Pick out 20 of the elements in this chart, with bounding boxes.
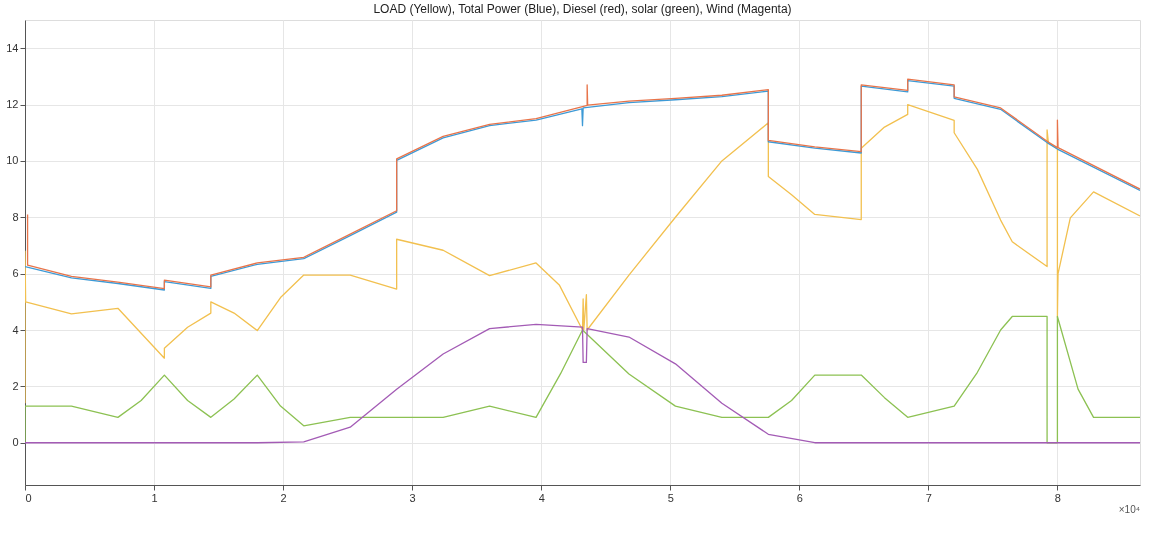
y-tick-label: 2 (12, 379, 19, 392)
line-series (25, 103, 1140, 404)
y-tick-label: 6 (12, 267, 19, 280)
chart-title: LOAD (Yellow), Total Power (Blue), Diesel (red), solar (green), Wind (Magenta) (373, 2, 792, 16)
y-tick-label: 0 (12, 436, 19, 449)
y-tick-label: 14 (6, 41, 19, 54)
x-tick-label: 8 (1054, 491, 1061, 504)
x-tick-label: 2 (280, 491, 287, 504)
x-tick-label: 0 (25, 491, 32, 504)
x-tick-label: 3 (409, 491, 416, 504)
y-tick-label: 12 (6, 98, 19, 111)
x-tick-label: 4 (538, 491, 545, 504)
x-tick-label: 6 (796, 491, 803, 504)
y-tick-label: 10 (6, 154, 19, 167)
x-tick-label: 1 (151, 491, 158, 504)
text: ×10⁴ (1118, 504, 1140, 515)
y-tick-label: 4 (12, 323, 19, 336)
y-tick-label: 8 (12, 210, 19, 223)
x-tick-label: 5 (667, 491, 674, 504)
x-tick-label: 7 (925, 491, 932, 504)
